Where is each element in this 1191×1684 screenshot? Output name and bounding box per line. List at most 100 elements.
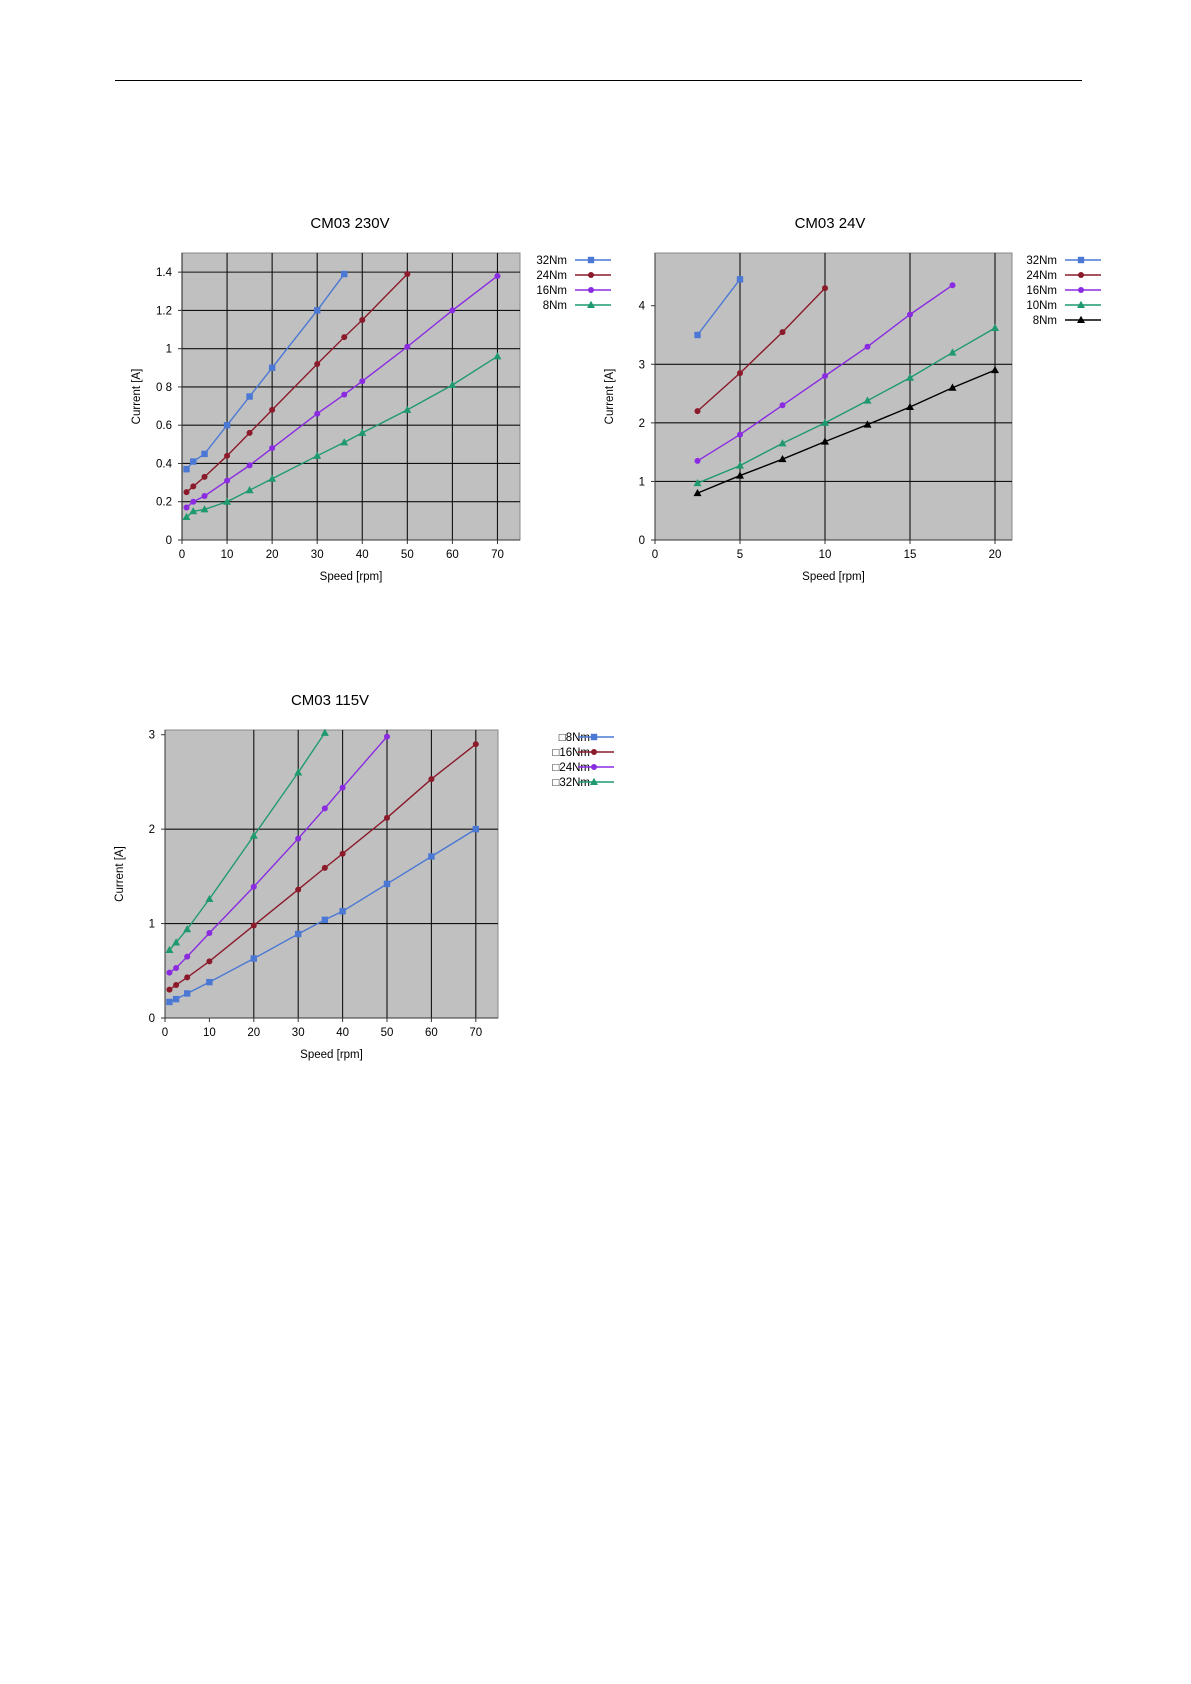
x-tick-label: 0 xyxy=(652,549,658,561)
data-point xyxy=(339,784,346,791)
series-1 xyxy=(183,271,411,496)
legend-marker xyxy=(587,300,595,308)
data-point xyxy=(403,405,412,413)
chart-svg: CM03 230V 0 10 20 30 40 50 60 70 0 0.2 0.4 0.6 0 8 1 1.… xyxy=(131,215,611,583)
data-point xyxy=(249,831,258,839)
data-point xyxy=(693,488,702,497)
legend-marker xyxy=(590,733,598,741)
data-point xyxy=(200,505,209,513)
y-tick-label: 1 xyxy=(166,344,172,356)
data-point xyxy=(184,953,191,960)
data-point xyxy=(223,422,231,429)
data-point xyxy=(494,272,501,279)
data-point xyxy=(822,285,828,292)
data-point xyxy=(182,512,191,521)
chart-cm03-115v: CM03 115V 0 10 20 30 40 50 60 70 0 1 2 3 Speed [rpm] C… xyxy=(114,692,614,1061)
x-axis-label: Speed [rpm] xyxy=(320,571,383,583)
chart-title: CM03 230V xyxy=(310,215,389,232)
data-point xyxy=(493,352,502,360)
legend-marker xyxy=(588,272,594,278)
x-tick-label: 30 xyxy=(311,549,324,561)
y-tick-label: 0 xyxy=(166,535,172,547)
y-tick-label: 0.2 xyxy=(156,497,172,509)
data-point xyxy=(314,307,321,314)
data-point xyxy=(246,462,253,469)
legend-label: □8Nm xyxy=(559,732,590,744)
x-tick-label: 20 xyxy=(266,549,279,561)
legend-label: 16Nm xyxy=(1026,285,1057,297)
chart-title: CM03 24V xyxy=(795,215,866,232)
data-point xyxy=(166,998,173,1006)
series-2 xyxy=(166,733,390,976)
data-point xyxy=(224,477,231,484)
x-tick-label: 10 xyxy=(221,549,234,561)
data-point xyxy=(206,978,213,986)
series-3 xyxy=(165,728,329,954)
legend-label: □32Nm xyxy=(552,777,590,789)
data-point xyxy=(223,497,232,505)
data-point xyxy=(314,360,321,367)
x-tick-label: 0 xyxy=(162,1027,168,1039)
y-axis-label: Current [A] xyxy=(114,846,126,902)
data-point xyxy=(205,894,214,903)
series-4 xyxy=(693,365,999,497)
legend-marker xyxy=(1077,315,1085,323)
data-point xyxy=(863,420,872,428)
y-tick-label: 0 8 xyxy=(156,382,172,394)
series-0 xyxy=(694,276,744,339)
data-point xyxy=(201,450,208,458)
x-tick-label: 70 xyxy=(469,1027,482,1039)
y-tick-label: 4 xyxy=(639,301,646,313)
x-tick-label: 20 xyxy=(247,1027,260,1039)
data-point xyxy=(295,835,302,842)
data-point xyxy=(778,439,787,447)
x-tick-label: 10 xyxy=(203,1027,216,1039)
data-point xyxy=(294,768,303,776)
data-point xyxy=(268,364,276,371)
data-point xyxy=(250,922,257,929)
data-point xyxy=(295,930,302,938)
data-point xyxy=(359,316,366,323)
x-tick-label: 70 xyxy=(491,549,504,561)
data-point xyxy=(693,478,702,487)
data-point xyxy=(183,504,190,511)
data-point xyxy=(448,380,457,389)
x-tick-label: 5 xyxy=(737,549,743,561)
data-point xyxy=(246,393,253,400)
y-axis-label: Current [A] xyxy=(604,369,616,425)
data-point xyxy=(295,886,302,893)
y-tick-label: 3 xyxy=(149,730,155,742)
data-point xyxy=(206,958,213,965)
y-tick-label: 0 xyxy=(639,535,645,547)
legend-label: 8Nm xyxy=(1033,315,1057,327)
x-axis-label: Speed [rpm] xyxy=(300,1049,363,1061)
x-tick-label: 0 xyxy=(179,549,185,561)
data-point xyxy=(736,471,744,479)
data-point xyxy=(246,429,253,436)
data-point xyxy=(428,853,435,860)
data-point xyxy=(863,396,872,404)
plot-area xyxy=(164,729,499,1019)
data-point xyxy=(201,492,208,499)
series-1 xyxy=(166,741,479,993)
x-tick-label: 10 xyxy=(819,549,832,561)
data-point xyxy=(404,343,411,350)
x-tick-label: 20 xyxy=(989,549,1002,561)
legend-marker xyxy=(591,749,597,755)
y-tick-label: 1 xyxy=(149,919,155,931)
data-point xyxy=(948,348,957,356)
data-point xyxy=(173,964,180,971)
data-point xyxy=(165,945,174,954)
data-point xyxy=(341,391,348,398)
data-point xyxy=(694,408,701,415)
chart-svg: CM03 24V 0 5 10 15 20 0 1 2 3 4 Speed [rpm] Current … xyxy=(604,215,1101,583)
data-point xyxy=(359,378,366,385)
data-point xyxy=(341,270,348,278)
data-point xyxy=(269,445,276,452)
y-tick-label: 2 xyxy=(149,824,155,836)
data-point xyxy=(183,466,190,473)
data-point xyxy=(449,307,456,314)
legend-label: □24Nm xyxy=(552,762,590,774)
y-tick-label: 0.4 xyxy=(156,458,173,470)
header-rule xyxy=(115,80,1082,81)
